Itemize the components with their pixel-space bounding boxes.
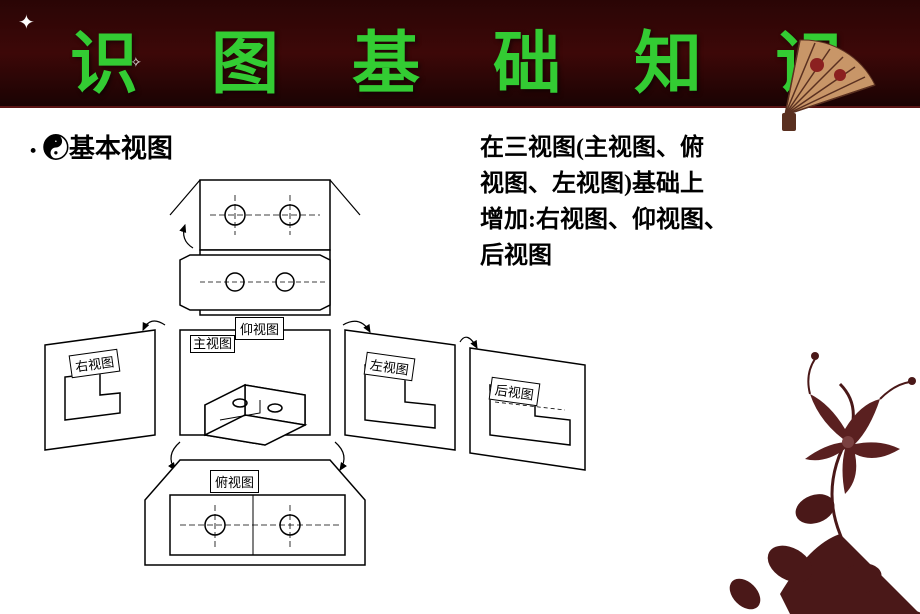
yinyang-icon: ☯: [43, 134, 69, 163]
bullet-point: •: [30, 141, 36, 161]
desc-line1: 在三视图(主视图、俯: [480, 130, 880, 166]
label-zhushitu: 主视图: [190, 335, 235, 353]
label-fushitu: 俯视图: [210, 470, 259, 493]
subtitle-text: 基本视图: [69, 134, 173, 163]
flower-decoration: [660, 334, 920, 614]
slide-header: ✦ ✧ 识 图 基 础 知 识: [0, 0, 920, 108]
six-views-diagram: 仰视图 主视图 右视图 左视图 后视图 俯视图: [25, 170, 625, 600]
main-title: 识 图 基 础 知 识: [70, 8, 871, 107]
label-yangshitu: 仰视图: [235, 317, 284, 340]
sparkle-decoration: ✦: [18, 10, 35, 35]
